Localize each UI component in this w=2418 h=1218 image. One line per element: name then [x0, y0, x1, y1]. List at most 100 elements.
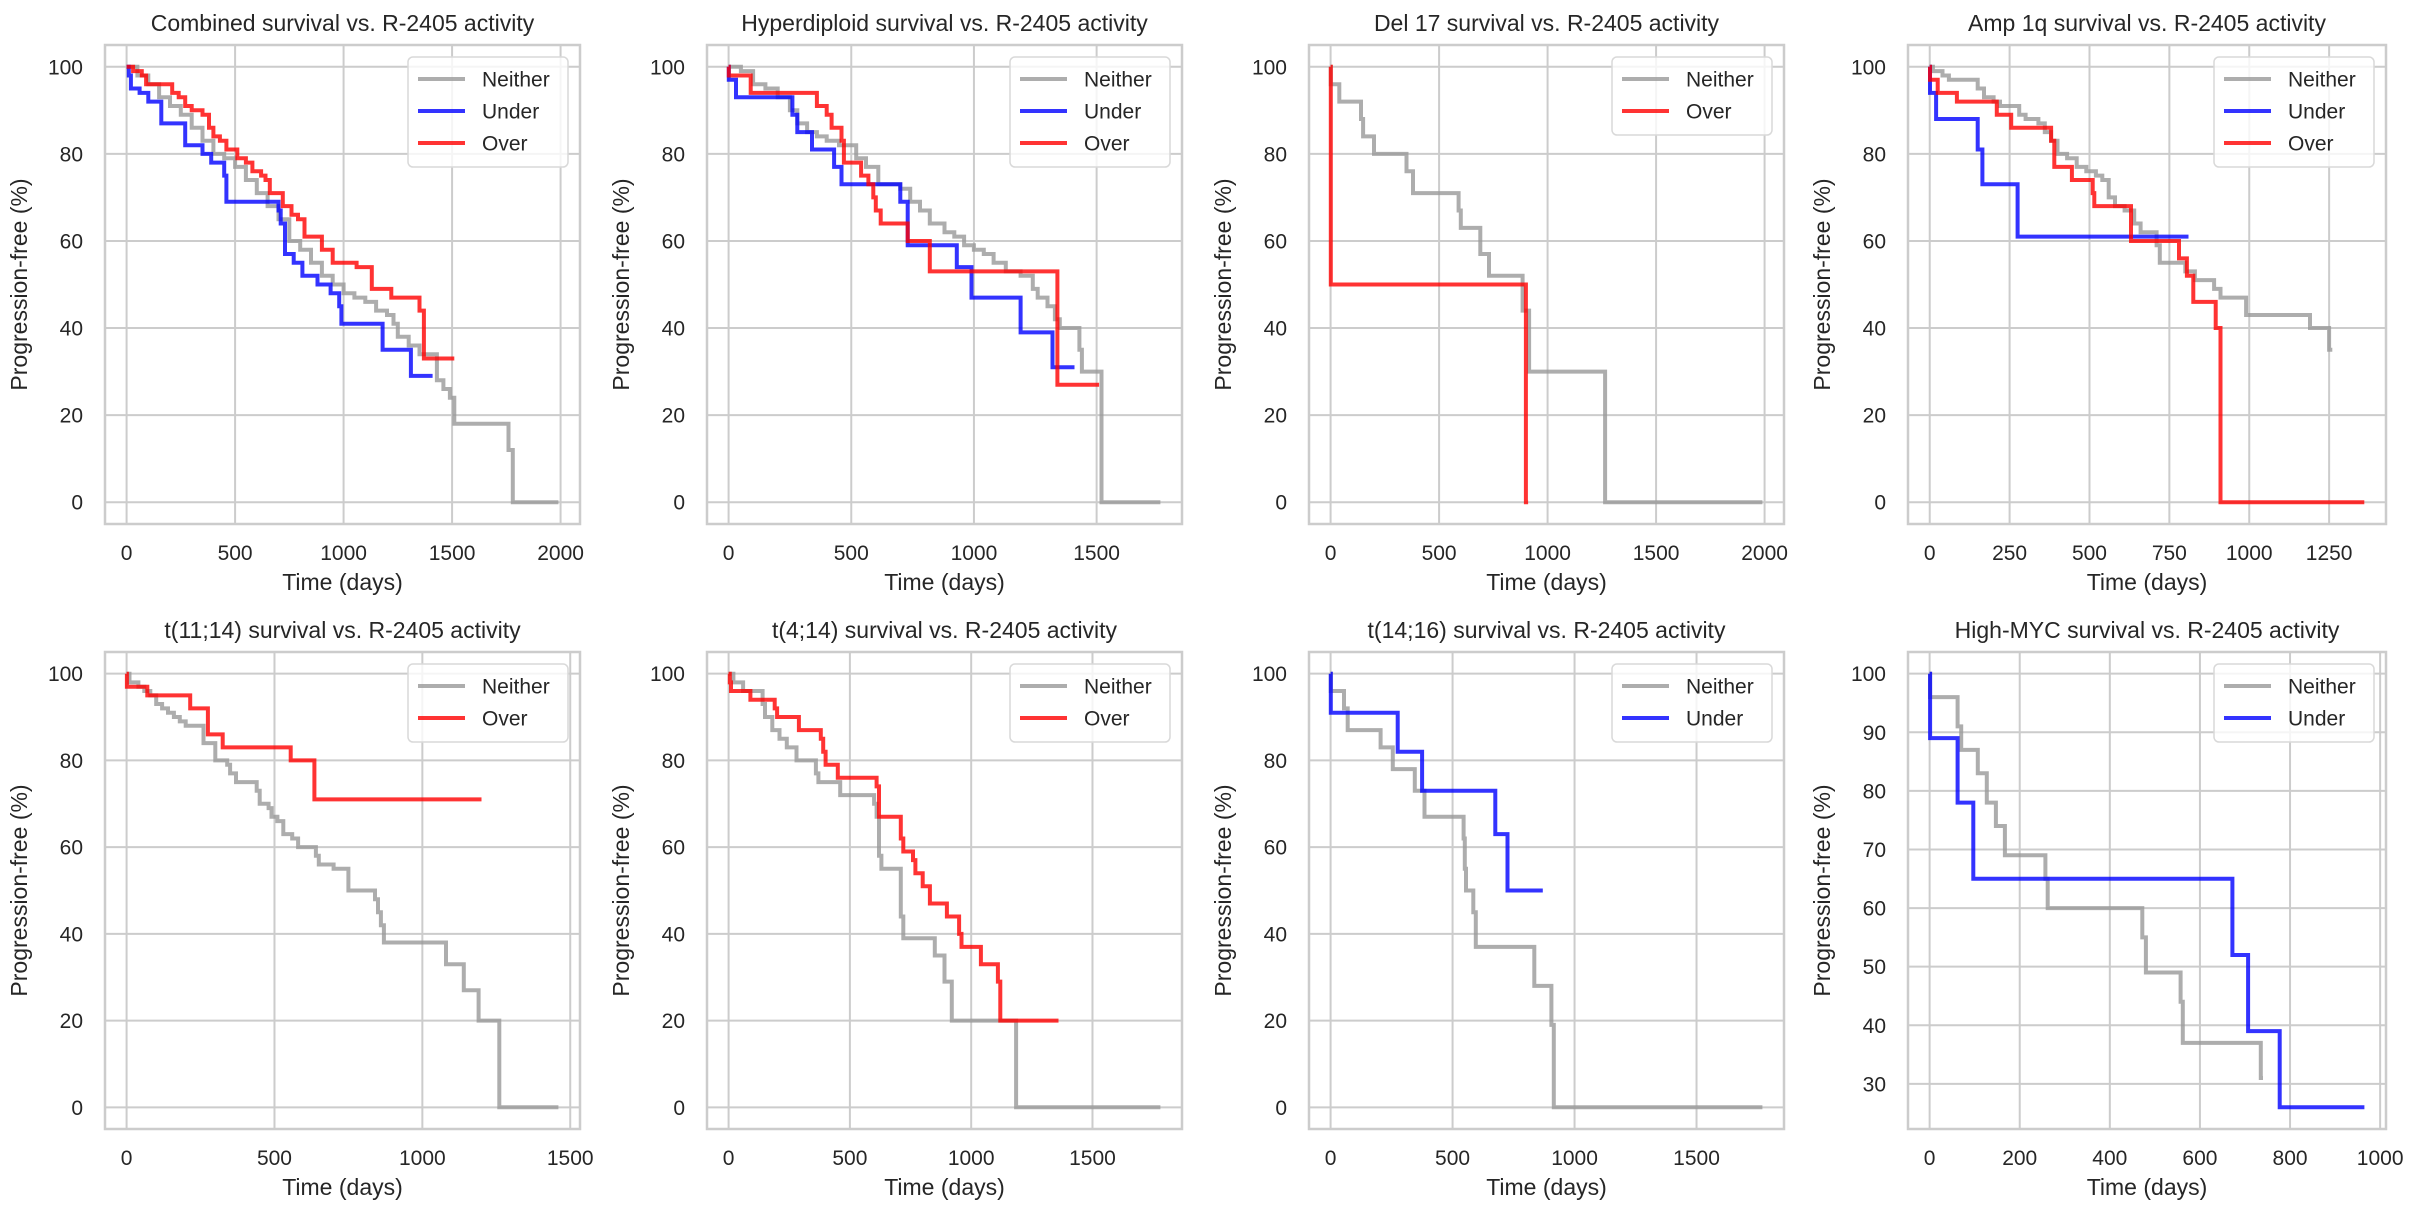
y-tick-label: 40 [1264, 318, 1287, 341]
y-tick-label: 80 [1863, 780, 1886, 803]
x-tick-label: 1000 [2226, 542, 2273, 565]
panel-title: t(11;14) survival vs. R-2405 activity [164, 617, 521, 643]
legend: Neither Under [2213, 663, 2375, 743]
series-line-over [727, 671, 1059, 1023]
series-line-under [126, 64, 433, 378]
series-line-under [1928, 671, 2365, 1110]
legend-label: Neither [2288, 69, 2356, 92]
x-tick-label: 1500 [1633, 542, 1680, 565]
x-tick-label: 0 [1924, 1147, 1936, 1170]
x-axis-label: Time (days) [884, 569, 1005, 595]
x-tick-label: 1000 [951, 542, 998, 565]
x-tick-label: 500 [832, 1147, 867, 1170]
legend-label: Over [1686, 101, 1732, 124]
y-tick-label: 20 [1264, 405, 1287, 428]
y-tick-label: 80 [1264, 750, 1287, 773]
series-line-under [1928, 64, 2189, 239]
legend-box [407, 663, 569, 743]
x-tick-label: 1250 [2306, 542, 2353, 565]
y-tick-label: 100 [650, 663, 685, 686]
panel-title: Del 17 survival vs. R-2405 activity [1374, 10, 1720, 36]
panel-5: t(11;14) survival vs. R-2405 activity 0 50… [6, 617, 594, 1200]
legend-label: Over [482, 133, 528, 156]
series-line-neither [126, 671, 559, 1110]
gridlines [105, 652, 580, 1129]
series-line-over [1328, 64, 1529, 505]
x-tick-label: 800 [2273, 1147, 2308, 1170]
y-tick-label: 100 [48, 56, 83, 79]
y-tick-label: 20 [662, 405, 685, 428]
x-tick-label: 500 [218, 542, 253, 565]
series-line-over [126, 64, 455, 361]
axes-frame [1307, 43, 1786, 526]
x-tick-label: 1000 [948, 1147, 995, 1170]
legend: Neither Under Over [407, 56, 569, 168]
gridlines [707, 45, 1182, 524]
y-axis-label: Progression-free (%) [608, 178, 634, 390]
legend: Neither Over [407, 663, 569, 743]
y-tick-label: 40 [1264, 923, 1287, 946]
y-tick-label: 90 [1863, 722, 1886, 745]
legend-label: Over [482, 708, 528, 731]
y-tick-label: 100 [1851, 663, 1886, 686]
series-line-over [726, 64, 1100, 387]
series-line-over [124, 671, 482, 802]
legend-label: Under [2288, 708, 2345, 731]
x-tick-label: 1000 [320, 542, 367, 565]
y-tick-label: 20 [662, 1010, 685, 1033]
panel-7: t(14;16) survival vs. R-2405 activity 0 50… [1210, 617, 1786, 1200]
x-tick-label: 500 [834, 542, 869, 565]
y-tick-label: 40 [60, 923, 83, 946]
x-tick-label: 600 [2182, 1147, 2217, 1170]
x-axis-label: Time (days) [1486, 569, 1607, 595]
axes-frame [1906, 43, 2388, 526]
panel-8: High-MYC survival vs. R-2405 activity 0 20… [1809, 617, 2404, 1200]
y-tick-label: 100 [1252, 663, 1287, 686]
panel-4: Amp 1q survival vs. R-2405 activity 0 250 5… [1809, 10, 2388, 595]
x-tick-label: 750 [2152, 542, 2187, 565]
y-tick-label: 60 [60, 837, 83, 860]
legend-label: Under [1686, 708, 1743, 731]
panel-title: t(14;16) survival vs. R-2405 activity [1368, 617, 1726, 643]
x-tick-label: 400 [2092, 1147, 2127, 1170]
legend: Neither Over [1611, 56, 1773, 136]
y-tick-label: 20 [1863, 405, 1886, 428]
legend-box [1611, 663, 1773, 743]
panel-3: Del 17 survival vs. R-2405 activity 0 500 1… [1210, 10, 1788, 595]
legend: Neither Under Over [2213, 56, 2375, 168]
y-axis-label: Progression-free (%) [1809, 784, 1835, 996]
x-tick-label: 1500 [1069, 1147, 1116, 1170]
y-tick-label: 100 [1252, 56, 1287, 79]
legend-label: Neither [482, 676, 550, 699]
axes-frame [1906, 650, 2388, 1131]
series-line-under [726, 64, 1075, 370]
x-axis-label: Time (days) [884, 1174, 1005, 1200]
x-axis-label: Time (days) [1486, 1174, 1607, 1200]
y-tick-label: 40 [662, 318, 685, 341]
y-tick-label: 0 [71, 1097, 83, 1120]
axes-frame [705, 43, 1184, 526]
panel-title: Hyperdiploid survival vs. R-2405 activit… [741, 10, 1148, 36]
series-line-neither [728, 64, 1161, 505]
series-line-neither [126, 64, 559, 505]
legend-label: Under [2288, 101, 2345, 124]
x-tick-label: 500 [1422, 542, 1457, 565]
y-tick-label: 50 [1863, 956, 1886, 979]
y-axis-label: Progression-free (%) [1210, 784, 1236, 996]
x-tick-label: 200 [2002, 1147, 2037, 1170]
y-tick-label: 80 [662, 750, 685, 773]
legend-box [1009, 56, 1171, 168]
x-axis-label: Time (days) [2087, 1174, 2208, 1200]
y-tick-label: 0 [673, 1097, 685, 1120]
axes-frame [103, 43, 582, 526]
y-tick-label: 80 [60, 750, 83, 773]
legend-label: Neither [1686, 69, 1754, 92]
axes-frame [705, 650, 1184, 1131]
y-tick-label: 60 [1264, 837, 1287, 860]
legend-label: Under [1084, 101, 1141, 124]
y-tick-label: 80 [1264, 143, 1287, 166]
legend-label: Neither [1084, 69, 1152, 92]
series-line-neither [1929, 64, 2333, 352]
y-tick-label: 0 [71, 492, 83, 515]
